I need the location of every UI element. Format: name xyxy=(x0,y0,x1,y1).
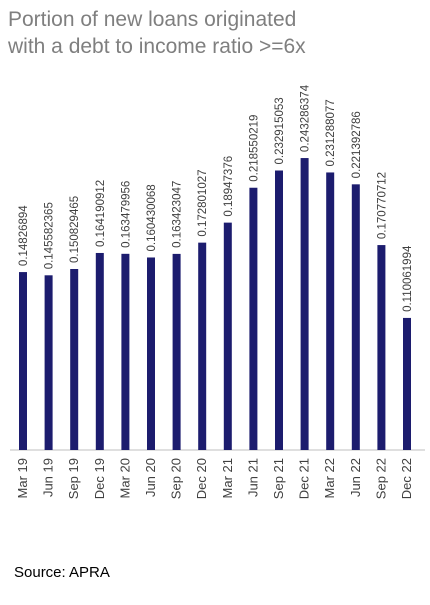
category-label: Jun 20 xyxy=(143,458,158,497)
value-label: 0.110061994 xyxy=(402,245,414,312)
category-label: Dec 20 xyxy=(194,458,209,499)
bars-group xyxy=(19,158,411,451)
value-label: 0.18947376 xyxy=(223,156,235,217)
category-label: Sep 22 xyxy=(373,458,388,499)
value-label: 0.221392786 xyxy=(351,111,363,178)
value-label: 0.243286374 xyxy=(300,84,312,152)
bar-dec-20 xyxy=(198,242,207,450)
bar-jun-20 xyxy=(147,257,155,450)
category-label: Dec 21 xyxy=(297,458,312,499)
category-label: Mar 20 xyxy=(117,458,132,498)
bar-sep-21 xyxy=(275,170,283,450)
value-label: 0.160430068 xyxy=(146,184,158,251)
value-label: 0.145582365 xyxy=(44,202,56,269)
value-label: 0.163423047 xyxy=(172,181,184,248)
category-label: Mar 19 xyxy=(15,458,30,498)
value-label: 0.163479956 xyxy=(120,181,132,248)
source-note: Source: APRA xyxy=(14,564,110,581)
bar-sep-20 xyxy=(172,253,181,450)
bar-jun-21 xyxy=(249,187,258,450)
value-label: 0.218550219 xyxy=(248,115,260,182)
bar-mar-19 xyxy=(19,272,27,450)
bar-dec-19 xyxy=(95,252,104,450)
category-label: Jun 22 xyxy=(348,458,363,497)
category-label: Dec 19 xyxy=(92,458,107,499)
bar-mar-22 xyxy=(326,172,335,450)
value-label: 0.231288077 xyxy=(325,99,337,166)
bar-jun-22 xyxy=(351,184,360,450)
category-label: Mar 21 xyxy=(220,458,235,498)
bar-mar-20 xyxy=(121,253,130,450)
value-label: 0.150829465 xyxy=(69,196,81,263)
category-labels-group: Mar 19 Jun 19 Sep 19 Dec 19 Mar 20 Jun 20 Sep … xyxy=(15,458,414,499)
value-label: 0.172801027 xyxy=(197,169,209,236)
bar-sep-19 xyxy=(70,269,79,450)
bar-dec-21 xyxy=(300,158,309,451)
chart-title: Portion of new loans originated with a d… xyxy=(8,8,306,58)
value-label: 0.14826894 xyxy=(18,205,30,266)
bar-sep-22 xyxy=(377,245,386,450)
value-labels-group: 0.14826894 0.145582365 0.150829465 0.164190… xyxy=(18,84,414,312)
value-label: 0.170770712 xyxy=(376,172,388,239)
category-label: Dec 22 xyxy=(399,458,414,499)
category-label: Sep 21 xyxy=(271,458,286,499)
bar-dec-22 xyxy=(403,317,411,450)
bar-jun-19 xyxy=(44,275,53,450)
value-label: 0.164190912 xyxy=(95,180,107,247)
category-label: Mar 22 xyxy=(322,458,337,498)
category-label: Sep 20 xyxy=(169,458,184,499)
category-label: Jun 21 xyxy=(245,458,260,497)
bar-mar-21 xyxy=(223,222,232,450)
category-label: Sep 19 xyxy=(66,458,81,499)
category-label: Jun 19 xyxy=(41,458,56,497)
value-label: 0.232915053 xyxy=(274,97,286,164)
